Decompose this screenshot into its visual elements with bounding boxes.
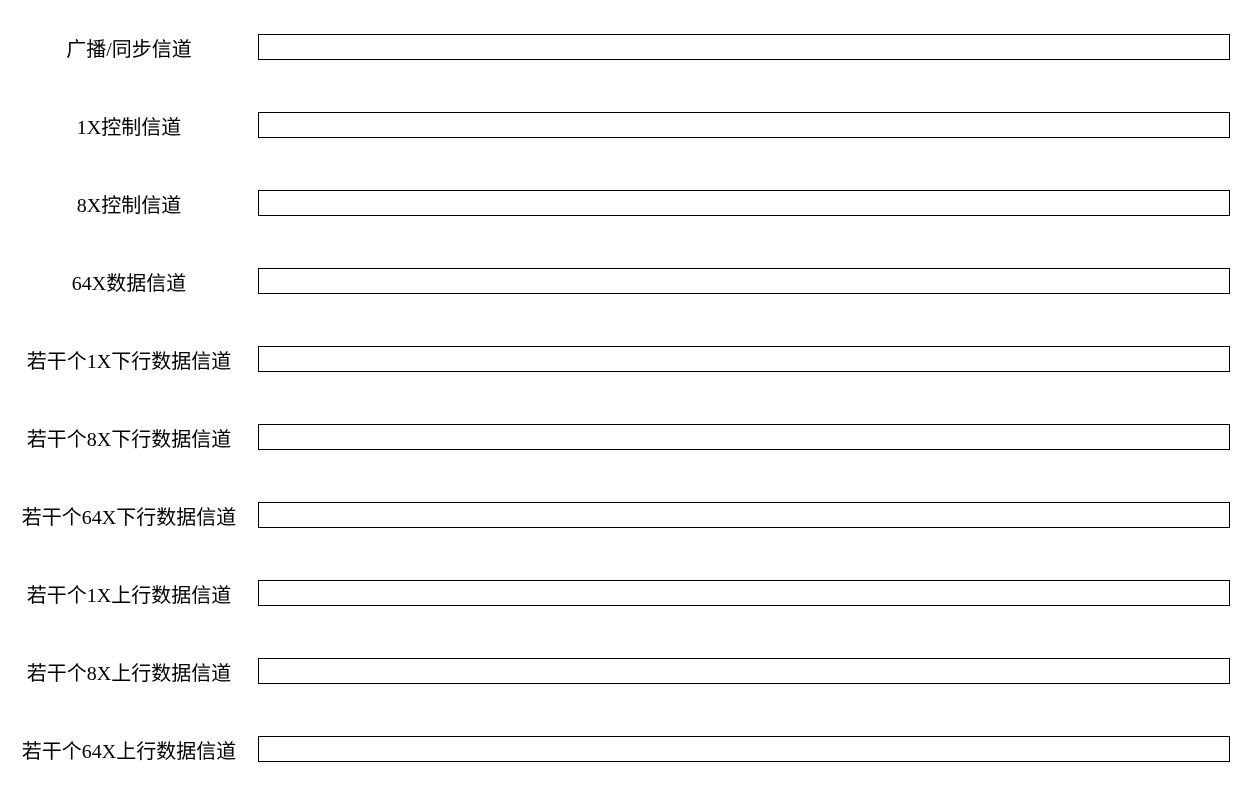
channel-row: 若干个8X下行数据信道 [0,398,1240,476]
channel-label: 8X控制信道 [0,189,258,218]
channel-bar [258,346,1230,372]
channel-row: 64X数据信道 [0,242,1240,320]
channel-row: 8X控制信道 [0,164,1240,242]
channel-row: 若干个64X下行数据信道 [0,476,1240,554]
channel-label: 若干个1X下行数据信道 [0,345,258,374]
channel-label: 若干个8X上行数据信道 [0,657,258,686]
channel-label: 若干个64X上行数据信道 [0,735,258,764]
channel-list: 广播/同步信道 1X控制信道 8X控制信道 64X数据信道 若干个1X下行数据信… [0,0,1240,788]
channel-bar [258,34,1230,60]
channel-row: 若干个8X上行数据信道 [0,632,1240,710]
channel-bar [258,268,1230,294]
channel-bar [258,736,1230,762]
channel-label: 若干个8X下行数据信道 [0,423,258,452]
channel-label: 若干个64X下行数据信道 [0,501,258,530]
channel-label: 64X数据信道 [0,267,258,296]
channel-row: 若干个1X下行数据信道 [0,320,1240,398]
channel-row: 广播/同步信道 [0,8,1240,86]
channel-label: 1X控制信道 [0,111,258,140]
channel-row: 若干个64X上行数据信道 [0,710,1240,788]
channel-row: 若干个1X上行数据信道 [0,554,1240,632]
channel-bar [258,658,1230,684]
channel-bar [258,580,1230,606]
channel-row: 1X控制信道 [0,86,1240,164]
channel-label: 广播/同步信道 [0,33,258,62]
channel-bar [258,502,1230,528]
channel-bar [258,424,1230,450]
channel-label: 若干个1X上行数据信道 [0,579,258,608]
channel-bar [258,112,1230,138]
channel-bar [258,190,1230,216]
